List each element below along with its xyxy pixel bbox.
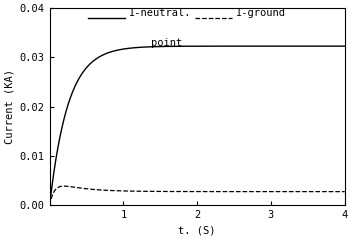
- Y-axis label: Current (KA): Current (KA): [4, 69, 14, 144]
- Text: I-neutral.: I-neutral.: [128, 8, 191, 18]
- Text: I-ground: I-ground: [235, 8, 285, 18]
- X-axis label: t. (S): t. (S): [178, 226, 216, 236]
- Text: point: point: [151, 38, 182, 48]
